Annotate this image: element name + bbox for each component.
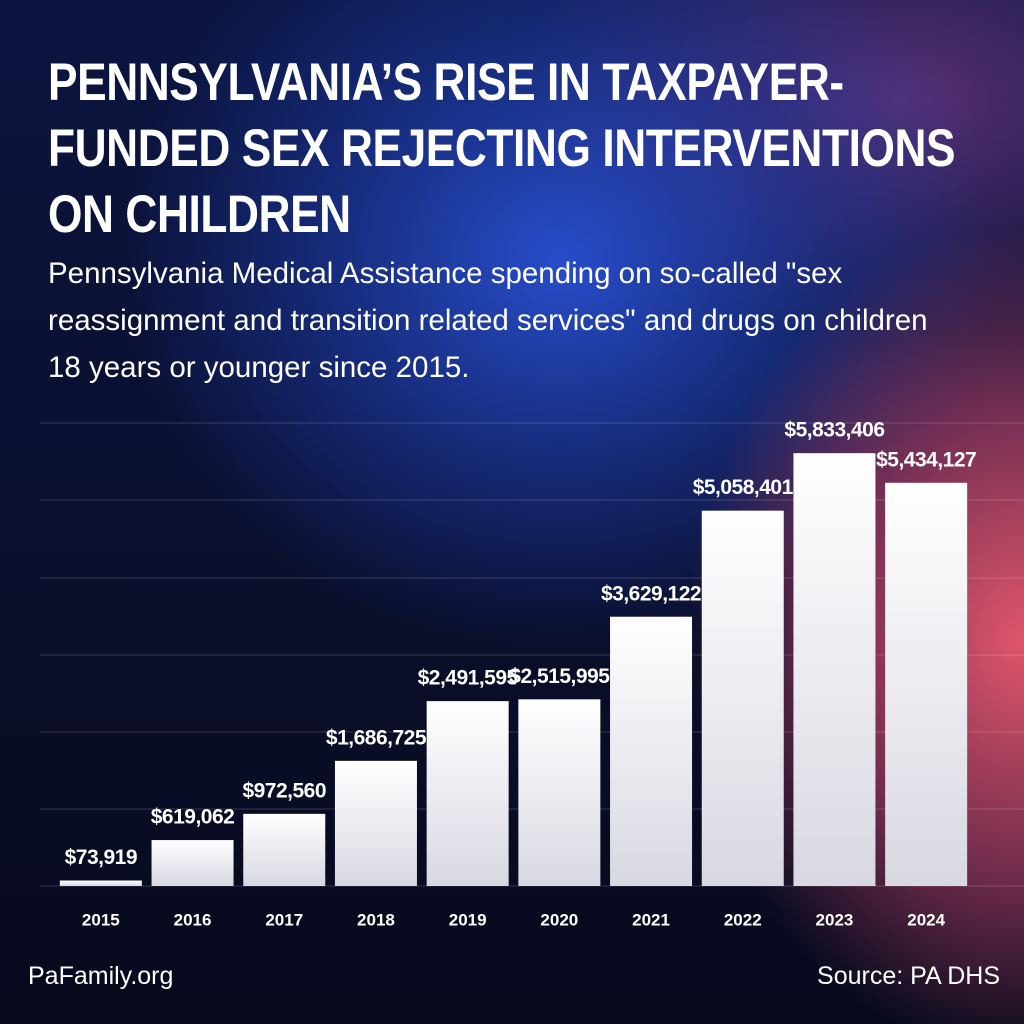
bar	[334, 760, 417, 886]
value-label: $5,058,401	[693, 476, 794, 499]
x-tick-label: 2016	[174, 910, 212, 929]
x-tick-label: 2022	[724, 910, 762, 929]
value-label: $5,434,127	[876, 448, 976, 471]
x-tick-label: 2019	[449, 910, 487, 929]
bar	[610, 616, 693, 886]
chart-subtitle: Pennsylvania Medical Assistance spending…	[48, 257, 928, 384]
value-label: $972,560	[242, 779, 326, 802]
bar	[59, 880, 142, 886]
x-tick-label: 2018	[357, 910, 395, 929]
x-tick-label: 2024	[907, 910, 945, 929]
chart-title: PENNSYLVANIA’S RISE IN TAXPAYER-FUNDED S…	[48, 53, 956, 244]
bar	[885, 482, 968, 886]
bar	[151, 840, 234, 886]
x-tick-label: 2015	[82, 910, 120, 929]
value-label: $1,686,725	[326, 726, 427, 749]
x-tick-label: 2023	[816, 910, 854, 929]
x-tick-label: 2020	[540, 910, 578, 929]
bar	[426, 701, 509, 886]
bar	[701, 510, 784, 886]
value-label: $619,062	[151, 806, 235, 829]
source: Source: PA DHS	[817, 962, 1000, 990]
value-label: $2,491,595	[418, 667, 519, 690]
value-label: $5,833,406	[784, 419, 884, 442]
bar	[518, 699, 601, 886]
bar	[793, 453, 876, 886]
bar	[243, 813, 326, 886]
x-tick-label: 2021	[632, 910, 670, 929]
brand: PaFamily.org	[28, 962, 174, 990]
value-label: $73,919	[65, 846, 137, 869]
value-label: $3,629,122	[601, 582, 701, 605]
value-label: $2,515,995	[509, 665, 610, 688]
x-tick-label: 2017	[265, 910, 303, 929]
